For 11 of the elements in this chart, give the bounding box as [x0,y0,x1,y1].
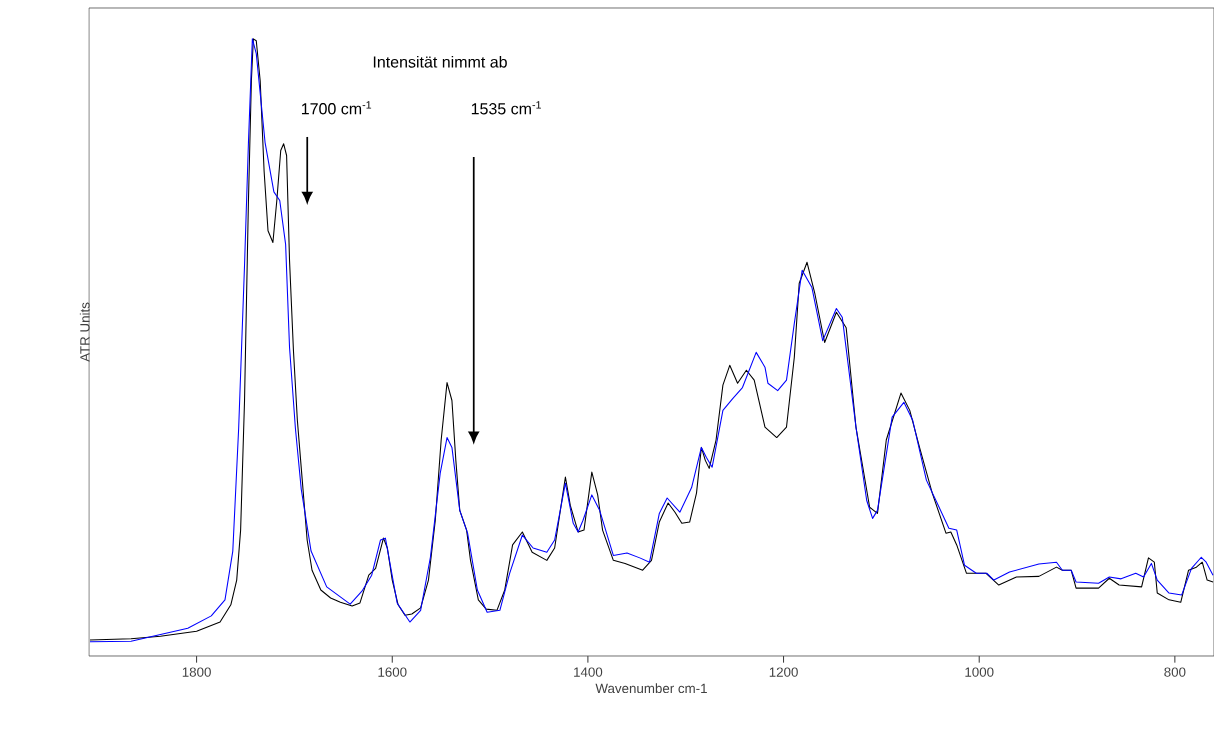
annotation: Intensität nimmt ab [373,55,507,68]
x-tick-label: 1800 [182,667,211,677]
y-axis-title: ATR Units [79,302,90,362]
x-tick-label: 800 [1164,667,1186,677]
x-tick-label: 1400 [574,667,603,677]
annotation: 1535 cm$^{-1}$ [471,101,541,115]
x-axis-title: Wavenumber cm-1 [595,683,707,694]
x-tick-label: 1200 [769,667,798,677]
x-tick-label: 1000 [965,667,994,677]
x-tick-label: 1600 [378,667,407,677]
annotation: 1700 cm$^{-1}$ [301,101,372,115]
